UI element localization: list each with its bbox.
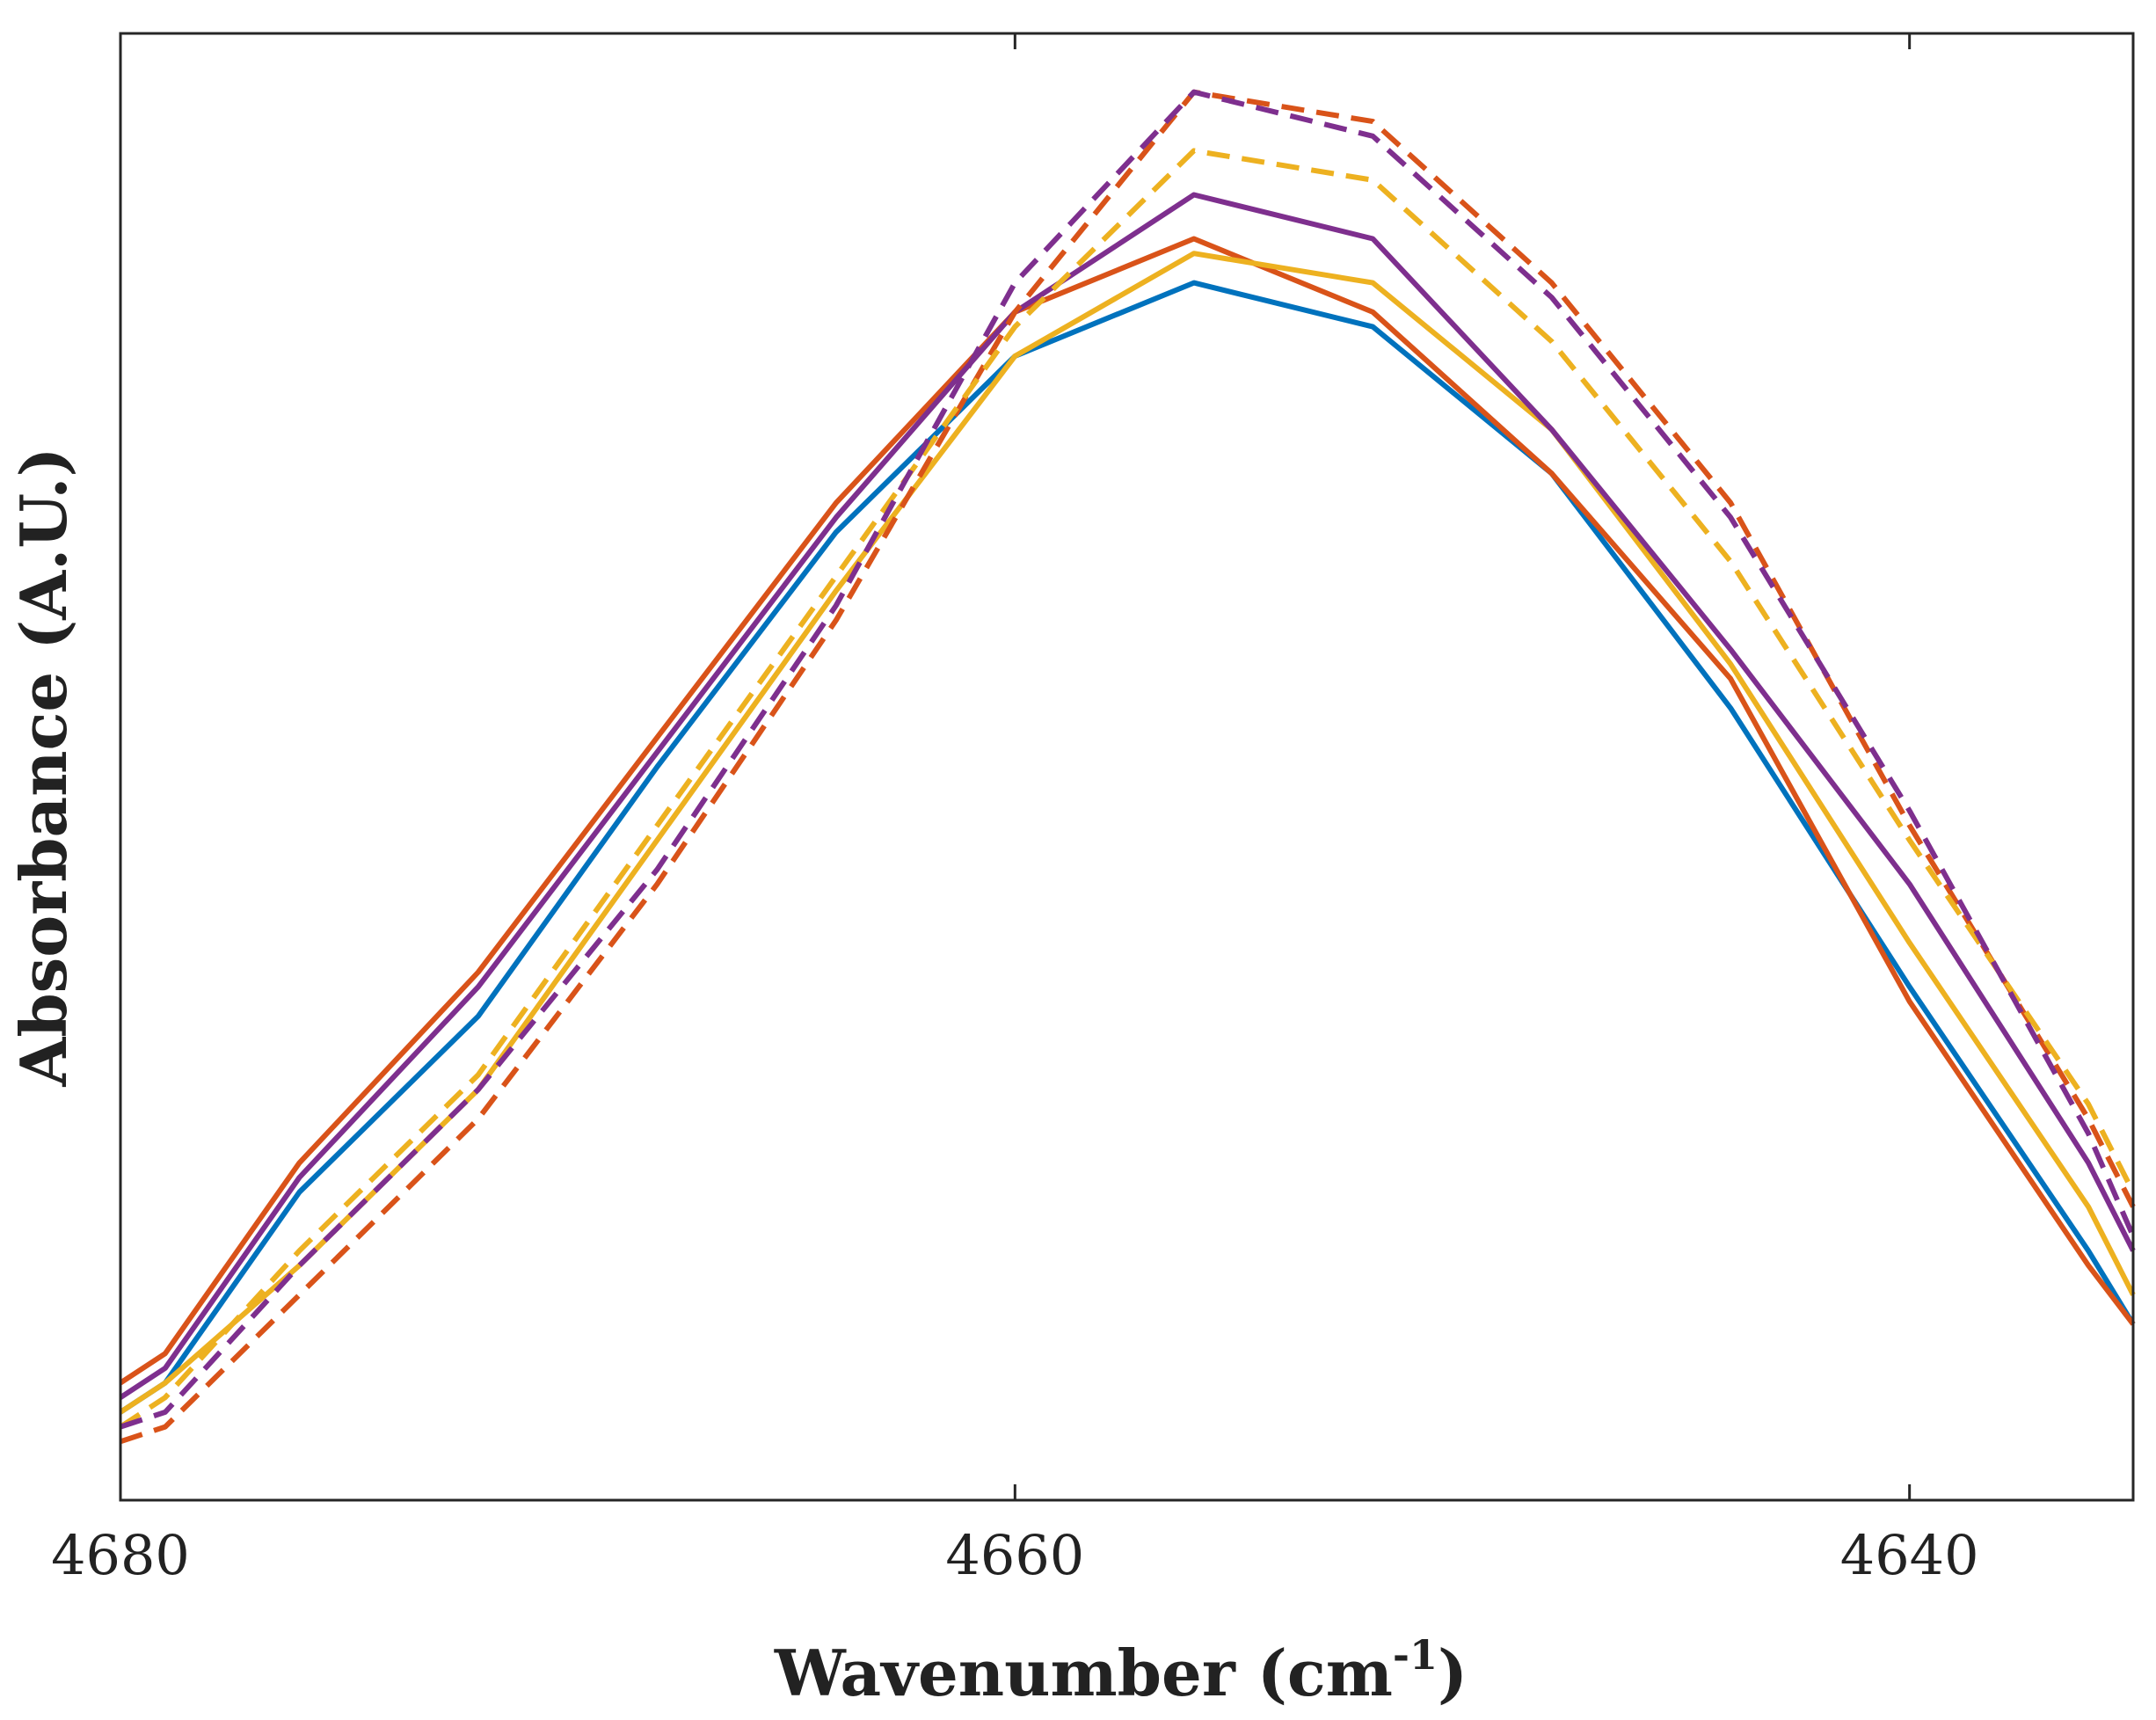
series-line-dashed-purple bbox=[120, 89, 2136, 1430]
x-tick-label-4680: 4680 bbox=[51, 1523, 190, 1587]
series-layer bbox=[119, 89, 2136, 1445]
series-line-solid-purple bbox=[119, 192, 2136, 1400]
y-axis-title: Absorbance (A.U.) bbox=[6, 447, 81, 1087]
x-axis-ticks: 4680 4660 4640 bbox=[51, 33, 1979, 1587]
x-axis-title-superscript: -1 bbox=[1393, 1631, 1438, 1679]
x-tick-label-4640: 4640 bbox=[1840, 1523, 1979, 1587]
series-line-dashed-yellow bbox=[119, 148, 2136, 1430]
x-axis-title: Wavenumber (cm-1) bbox=[774, 1631, 1468, 1710]
x-tick-label-4660: 4660 bbox=[945, 1523, 1084, 1587]
series-line-solid-orange bbox=[119, 236, 2136, 1386]
series-line-dashed-orange bbox=[120, 89, 2136, 1445]
plot-frame bbox=[119, 32, 2135, 1502]
series-line-solid-blue bbox=[119, 280, 2136, 1415]
x-axis-title-suffix: ) bbox=[1438, 1636, 1468, 1710]
x-axis-title-main: Wavenumber (cm bbox=[774, 1636, 1393, 1710]
